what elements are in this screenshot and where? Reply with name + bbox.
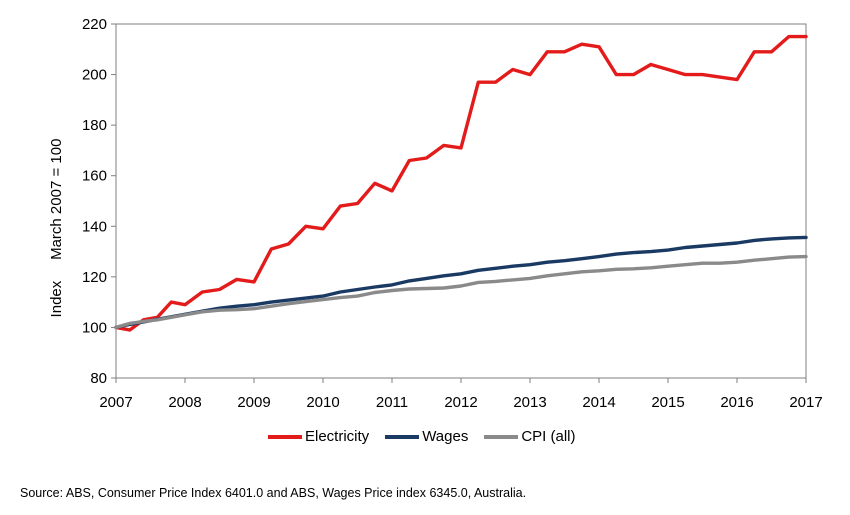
x-tick-label: 2012 <box>444 394 477 411</box>
y-tick-label: 140 <box>82 218 107 235</box>
x-tick-label: 2009 <box>237 394 270 411</box>
y-tick-label: 160 <box>82 168 107 185</box>
y-tick-label: 200 <box>82 67 107 84</box>
series-line-cpi-all <box>114 254 808 330</box>
x-tick-label: 2011 <box>376 394 408 411</box>
y-tick-label: 220 <box>82 16 107 33</box>
series-lines <box>114 34 808 332</box>
source-note: Source: ABS, Consumer Price Index 6401.0… <box>20 486 527 500</box>
series-line-electricity <box>114 34 808 332</box>
x-axis: 2007 2008 2009 2010 2011 2012 2013 2014 2015 2016… <box>99 378 823 411</box>
legend-item-electricity: Electricity <box>268 428 369 445</box>
x-tick-label: 2008 <box>168 394 201 411</box>
x-tick-label: 2016 <box>720 394 753 411</box>
legend-swatch-wages <box>385 434 420 439</box>
y-axis-title: Index March 2007 = 100 <box>48 139 65 318</box>
legend-label-cpi: CPI (all) <box>521 428 576 445</box>
x-tick-label: 2015 <box>651 394 684 411</box>
y-tick-label: 80 <box>90 370 107 387</box>
y-tick-label: 120 <box>82 269 107 286</box>
legend-item-wages: Wages <box>385 428 468 445</box>
y-axis: 80 100 120 140 160 180 200 220 <box>82 16 116 387</box>
legend-label-wages: Wages <box>422 428 469 445</box>
legend-swatch-cpi <box>484 434 519 439</box>
series-line-wages <box>114 235 808 330</box>
x-tick-label: 2007 <box>99 394 132 411</box>
x-tick-label: 2010 <box>306 394 339 411</box>
legend-item-cpi: CPI (all) <box>484 428 576 445</box>
y-tick-label: 180 <box>82 117 107 134</box>
plot-frame <box>115 23 807 379</box>
x-tick-label: 2014 <box>582 394 615 411</box>
x-tick-label: 2013 <box>513 394 546 411</box>
plot-border <box>115 23 807 379</box>
legend: Electricity Wages CPI (all) <box>268 428 592 445</box>
y-tick-label: 100 <box>82 319 107 336</box>
x-tick-label: 2017 <box>789 394 822 411</box>
legend-swatch-electricity <box>268 434 302 439</box>
legend-label-electricity: Electricity <box>305 428 370 445</box>
